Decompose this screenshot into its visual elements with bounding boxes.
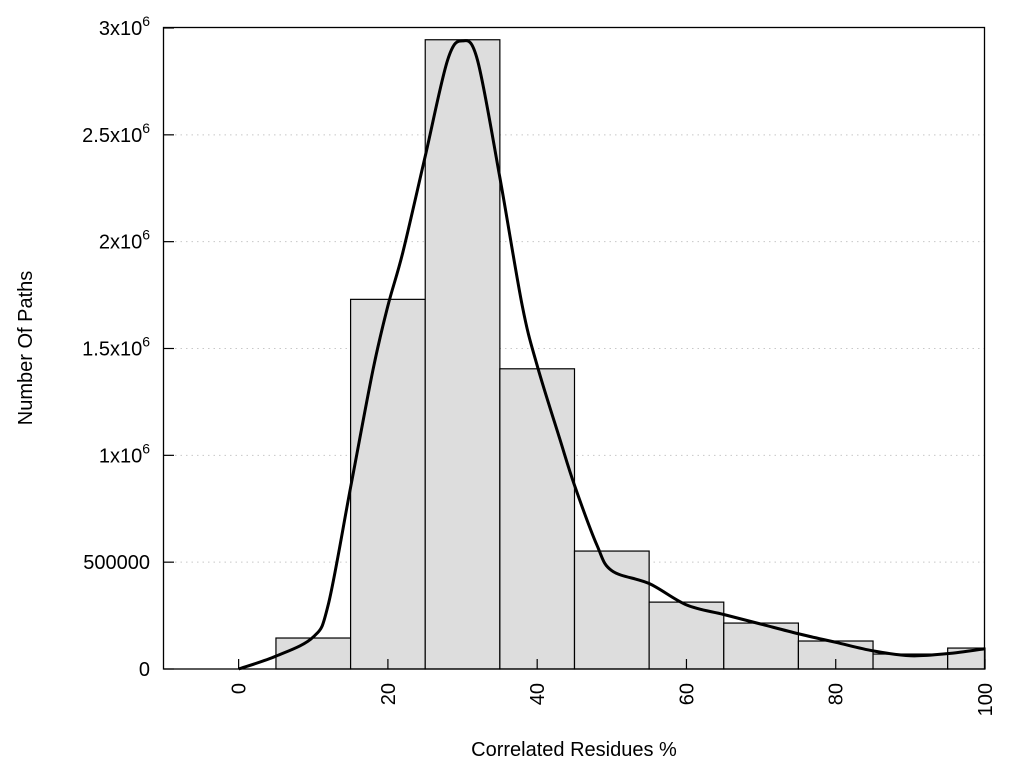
y-tick-label: 500000 — [83, 552, 150, 574]
x-tick-label: 80 — [826, 683, 848, 705]
y-tick-label: 2.5x106 — [82, 120, 150, 147]
histogram-bar — [499, 368, 576, 670]
plot-frame — [162, 26, 986, 670]
x-tick-label: 100 — [975, 683, 997, 716]
x-tick-label: 60 — [676, 683, 698, 705]
histogram-bar — [275, 637, 352, 670]
density-curve-line — [238, 39, 986, 671]
y-tick-label: 1x106 — [99, 440, 150, 467]
histogram-bar — [424, 39, 501, 670]
bars — [275, 39, 986, 670]
x-tick-label: 40 — [527, 683, 549, 705]
y-axis: 0 500000 1x106 1.5x106 2x106 2.5x106 3x106 — [82, 13, 174, 681]
density-curve — [238, 39, 986, 671]
y-axis-label: Number Of Paths — [15, 271, 37, 426]
y-tick-label: 0 — [139, 659, 150, 681]
y-tick-label: 3x106 — [99, 13, 150, 40]
y-tick-label: 1.5x106 — [82, 334, 150, 361]
y-tick-label: 2x106 — [99, 227, 150, 254]
x-axis: 0 20 40 60 80 100 — [229, 659, 997, 716]
x-axis-label: Correlated Residues % — [471, 739, 677, 761]
x-tick-label: 0 — [229, 683, 251, 694]
histogram-bar — [349, 298, 426, 670]
histogram-bar — [573, 550, 650, 670]
x-tick-label: 20 — [378, 683, 400, 705]
